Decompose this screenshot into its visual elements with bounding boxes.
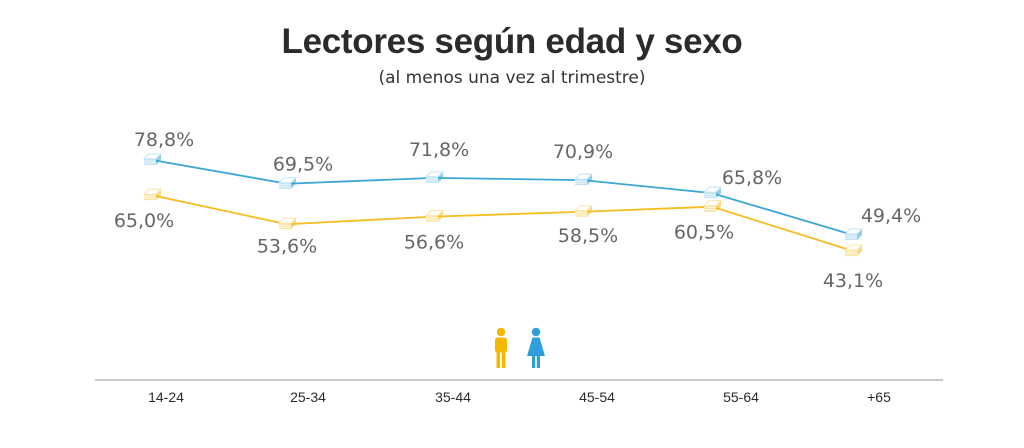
x-tick-label: 45-54 <box>579 389 615 405</box>
chart-title: Lectores según edad y sexo <box>281 22 743 61</box>
x-tick-label: 25-34 <box>290 389 326 405</box>
legend <box>495 327 545 368</box>
data-label: 56,6% <box>404 232 464 254</box>
series-hombres: 65,0% 53,6% 56,6% 58,5% 60,5% 43,1% <box>114 188 883 292</box>
x-tick-label: +65 <box>867 389 891 405</box>
book-stack-marker <box>702 200 723 212</box>
series-mujeres: 78,8% 69,5% 71,8% 70,9% 65,8% 49,4% <box>134 129 921 240</box>
data-label: 65,8% <box>722 167 782 189</box>
data-label: 49,4% <box>861 205 921 227</box>
data-label: 43,1% <box>823 270 883 292</box>
man-icon <box>495 327 507 368</box>
chart-subtitle: (al menos una vez al trimestre) <box>378 68 646 88</box>
book-stack-marker <box>142 153 163 165</box>
book-stack-marker <box>424 171 445 183</box>
x-tick-label: 55-64 <box>723 389 759 405</box>
book-stack-marker <box>142 188 163 201</box>
book-stack-marker <box>424 210 445 222</box>
book-stack-marker <box>573 205 594 217</box>
series-line <box>151 194 854 252</box>
book-stack-marker <box>277 177 298 189</box>
book-stack-marker <box>843 228 864 240</box>
data-label: 58,5% <box>558 225 618 247</box>
book-stack-marker <box>573 173 594 186</box>
book-stack-marker <box>277 217 298 230</box>
book-stack-marker <box>843 244 864 257</box>
book-stack-marker <box>702 186 723 199</box>
x-tick-label: 35-44 <box>435 389 471 405</box>
data-label: 71,8% <box>409 139 469 161</box>
series-line <box>151 159 854 236</box>
series-layer: 78,8% 69,5% 71,8% 70,9% 65,8% 49,4% 65,0% 53,6%… <box>114 129 921 292</box>
data-label: 65,0% <box>114 210 174 232</box>
x-tick-label: 14-24 <box>148 389 184 405</box>
x-tick-labels: 14-24 25-34 35-44 45-54 55-64 +65 <box>148 389 891 405</box>
data-label: 69,5% <box>273 154 333 176</box>
data-label: 78,8% <box>134 129 194 151</box>
data-label: 60,5% <box>674 222 734 244</box>
data-label: 70,9% <box>553 141 613 163</box>
data-label: 53,6% <box>257 235 317 257</box>
woman-icon <box>527 327 545 368</box>
